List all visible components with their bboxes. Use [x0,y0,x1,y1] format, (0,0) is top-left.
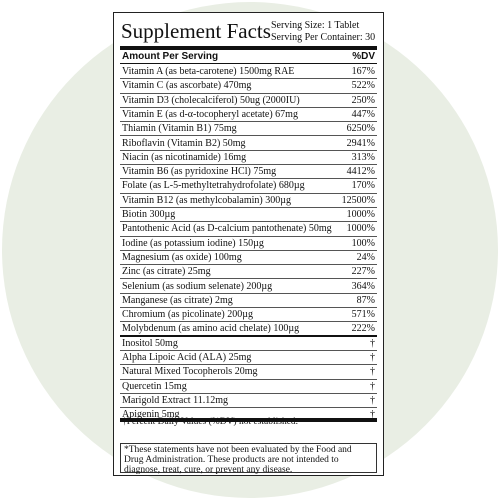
nutrient: Vitamin E (as d-α-tocopheryl acetate) 67… [122,108,298,120]
nutrient: Iodine (as potassium iodine) 150µg [122,237,264,249]
daily-value: † [370,394,375,406]
table-row: Alpha Lipoic Acid (ALA) 25mg † [120,351,377,366]
table-row: Magnesium (as oxide) 100mg 24% [120,251,377,266]
disclaimer: *These statements have not been evaluate… [120,443,377,475]
nutrient: Biotin 300µg [122,209,176,220]
daily-value: † [370,337,375,349]
nutrient: Marigold Extract 11.12mg [122,394,228,406]
daily-value: 12500% [341,194,375,206]
nutrient: Apigenin 5mg [122,409,180,421]
daily-value: 222% [351,323,375,335]
supplement-label: Supplement Facts Serving Size: 1 Tablet … [113,12,384,476]
daily-value: 313% [351,151,375,163]
nutrient: Folate (as L-5-methyltetrahydrofolate) 6… [122,180,305,192]
nutrient: Chromium (as picolinate) 200µg [122,309,254,321]
nutrient: Thiamin (Vitamin B1) 75mg [122,123,237,135]
column-label: Amount Per Serving [122,51,219,62]
table-row: Vitamin A (as beta-carotene) 1500mg RAE 1… [120,65,377,80]
table-row: Vitamin B12 (as methylcobalamin) 300µg 12… [120,194,377,208]
daily-value: † [370,380,375,392]
serving-size: Serving Size: 1 Tablet [271,20,360,31]
daily-value: 1000% [346,209,375,220]
table-row: Biotin 300µg 1000% [120,208,377,223]
nutrient: Magnesium (as oxide) 100mg [122,251,242,263]
table-row: Vitamin C (as ascorbate) 470mg 522% [120,79,377,94]
column-label: %DV [352,51,375,62]
nutrient: Niacin (as nicotinamide) 16mg [122,151,247,163]
table-row: Thiamin (Vitamin B1) 75mg 6250% [120,122,377,137]
nutrient: Alpha Lipoic Acid (ALA) 25mg [122,352,252,363]
daily-value: 364% [351,280,375,292]
nutrient: Quercetin 15mg [122,380,187,392]
daily-value: 167% [351,66,375,77]
daily-value: 4412% [346,166,375,178]
nutrient: Inositol 50mg [122,337,178,349]
servings-per-container: Serving Per Container: 30 [271,32,376,43]
nutrient: Vitamin C (as ascorbate) 470mg [122,80,252,92]
nutrient: Selenium (as sodium selenate) 200µg [122,280,273,292]
nutrient: Vitamin D3 (cholecalciferol) 50ug (2000I… [122,94,300,106]
daily-value: 24% [356,251,375,263]
daily-value: 87% [356,294,375,306]
nutrient: Zinc (as citrate) 25mg [122,266,211,278]
table-row: Chromium (as picolinate) 200µg 571% [120,308,377,323]
daily-value: 571% [351,309,375,321]
daily-value: 250% [351,94,375,106]
table-row: Pantothenic Acid (as D-calcium pantothen… [120,222,377,237]
table-row: Manganese (as citrate) 2mg 87% [120,294,377,309]
thick-rule [120,46,377,50]
daily-value: 522% [351,80,375,92]
daily-value: 100% [351,237,375,249]
table-row: Quercetin 15mg † [120,380,377,394]
table-row: Vitamin D3 (cholecalciferol) 50ug (2000I… [120,94,377,108]
nutrient: Vitamin B6 (as pyridoxine HCl) 75mg [122,166,277,178]
nutrient: Riboflavin (Vitamin B2) 50mg [122,137,246,149]
table-row: Inositol 50mg † [120,337,377,351]
nutrient: Pantothenic Acid (as D-calcium pantothen… [122,223,332,235]
table-row: Vitamin E (as d-α-tocopheryl acetate) 67… [120,108,377,123]
table-row: Molybdenum (as amino acid chelate) 100µg… [120,322,377,337]
daily-value: 6250% [346,123,375,135]
table-row: Selenium (as sodium selenate) 200µg 364% [120,280,377,294]
table-row: Marigold Extract 11.12mg † [120,394,377,409]
daily-value: † [370,409,375,421]
nutrient: Vitamin B12 (as methylcobalamin) 300µg [122,194,292,206]
table-row: Iodine (as potassium iodine) 150µg 100% [120,237,377,251]
table-row: Vitamin B6 (as pyridoxine HCl) 75mg 4412% [120,165,377,180]
nutrient: Vitamin A (as beta-carotene) 1500mg RAE [122,66,295,77]
daily-value: 170% [351,180,375,192]
nutrient: Natural Mixed Tocopherols 20mg [122,366,258,378]
table-row: Niacin (as nicotinamide) 16mg 313% [120,151,377,166]
table-row: Natural Mixed Tocopherols 20mg † [120,365,377,380]
table-row: Riboflavin (Vitamin B2) 50mg 2941% [120,137,377,151]
daily-value: 227% [351,266,375,278]
daily-value: † [370,352,375,363]
nutrient: Manganese (as citrate) 2mg [122,294,233,306]
daily-value: 1000% [346,223,375,235]
nutrient: Molybdenum (as amino acid chelate) 100µg [122,323,300,335]
daily-value: 447% [351,108,375,120]
daily-value: 2941% [346,137,375,149]
table-row: Zinc (as citrate) 25mg 227% [120,265,377,280]
title: Supplement Facts [121,19,271,43]
column-header: Amount Per Serving %DV [120,50,377,65]
table-row: Apigenin 5mg † [120,408,377,423]
daily-value: † [370,366,375,378]
table-row: Folate (as L-5-methyltetrahydrofolate) 6… [120,179,377,194]
